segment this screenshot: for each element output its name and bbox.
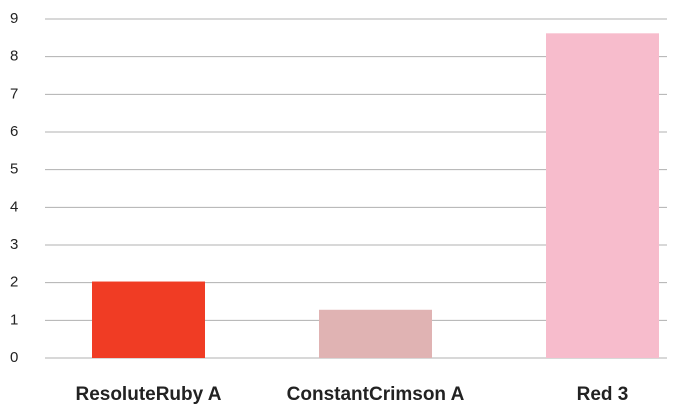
bar: [546, 33, 659, 359]
x-tick-label: Red 3: [577, 384, 629, 405]
y-tick-label: 8: [10, 48, 18, 65]
x-tick-label: ResoluteRuby A: [75, 384, 221, 405]
bar: [92, 281, 205, 358]
y-tick-label: 9: [10, 10, 18, 27]
y-tick-label: 6: [10, 123, 18, 140]
y-tick-label: 3: [10, 236, 18, 253]
y-tick-label: 2: [10, 274, 18, 291]
y-tick-label: 4: [10, 198, 18, 215]
x-tick-label: ConstantCrimson A: [287, 384, 465, 405]
y-tick-label: 5: [10, 161, 18, 178]
y-tick-label: 7: [10, 85, 18, 102]
y-tick-label: 0: [10, 349, 18, 366]
bar: [319, 309, 432, 358]
y-tick-label: 1: [10, 311, 18, 328]
